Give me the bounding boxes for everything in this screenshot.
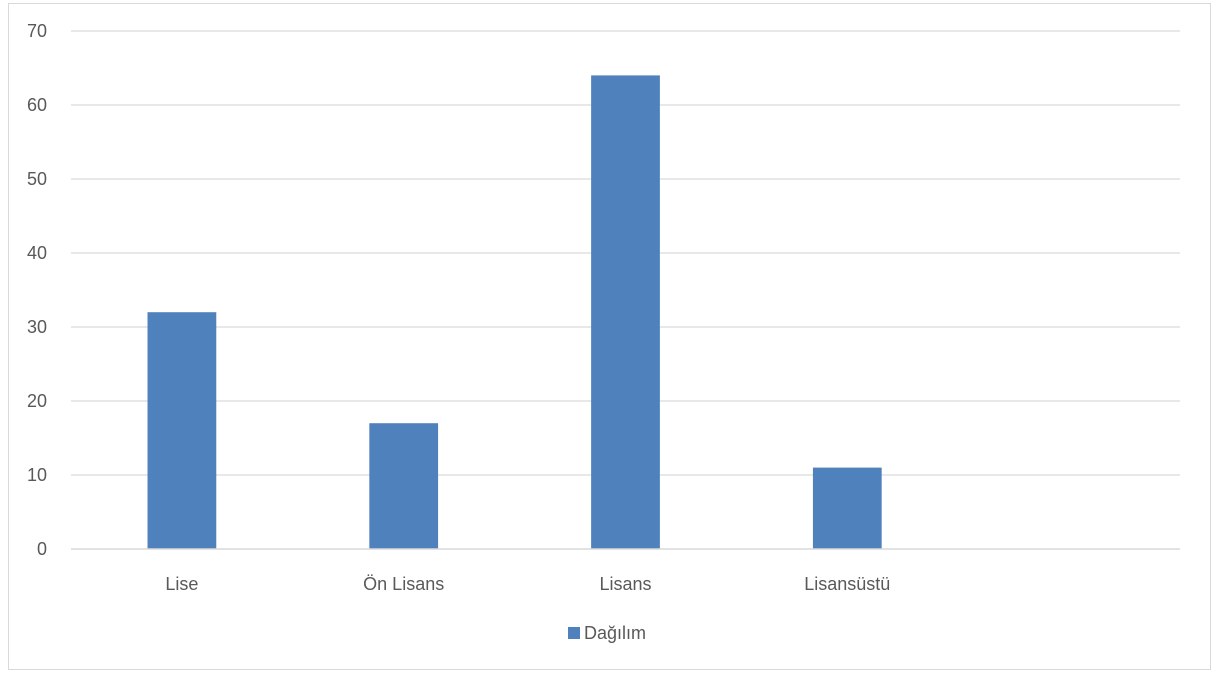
y-tick-label: 50	[27, 169, 47, 189]
legend: Dağılım	[568, 623, 646, 643]
bar	[369, 423, 439, 549]
bars	[147, 75, 882, 550]
y-tick-label: 40	[27, 243, 47, 263]
y-tick-label: 30	[27, 317, 47, 337]
y-tick-label: 10	[27, 465, 47, 485]
y-tick-label: 70	[27, 21, 47, 41]
x-tick-label: Lisansüstü	[804, 574, 890, 594]
legend-swatch	[568, 627, 580, 639]
x-tick-label: Lise	[165, 574, 198, 594]
bar	[147, 312, 217, 549]
legend-label: Dağılım	[584, 623, 646, 643]
y-tick-label: 60	[27, 95, 47, 115]
bar	[812, 467, 882, 549]
y-tick-label: 0	[37, 539, 47, 559]
x-tick-label: Ön Lisans	[363, 574, 444, 594]
y-tick-label: 20	[27, 391, 47, 411]
x-tick-label: Lisans	[599, 574, 651, 594]
bar	[591, 75, 660, 550]
y-axis-tick-labels: 0 10 20 30 40 50 60 70	[27, 21, 47, 559]
x-axis-tick-labels: Lise Ön Lisans Lisans Lisansüstü	[165, 574, 890, 594]
